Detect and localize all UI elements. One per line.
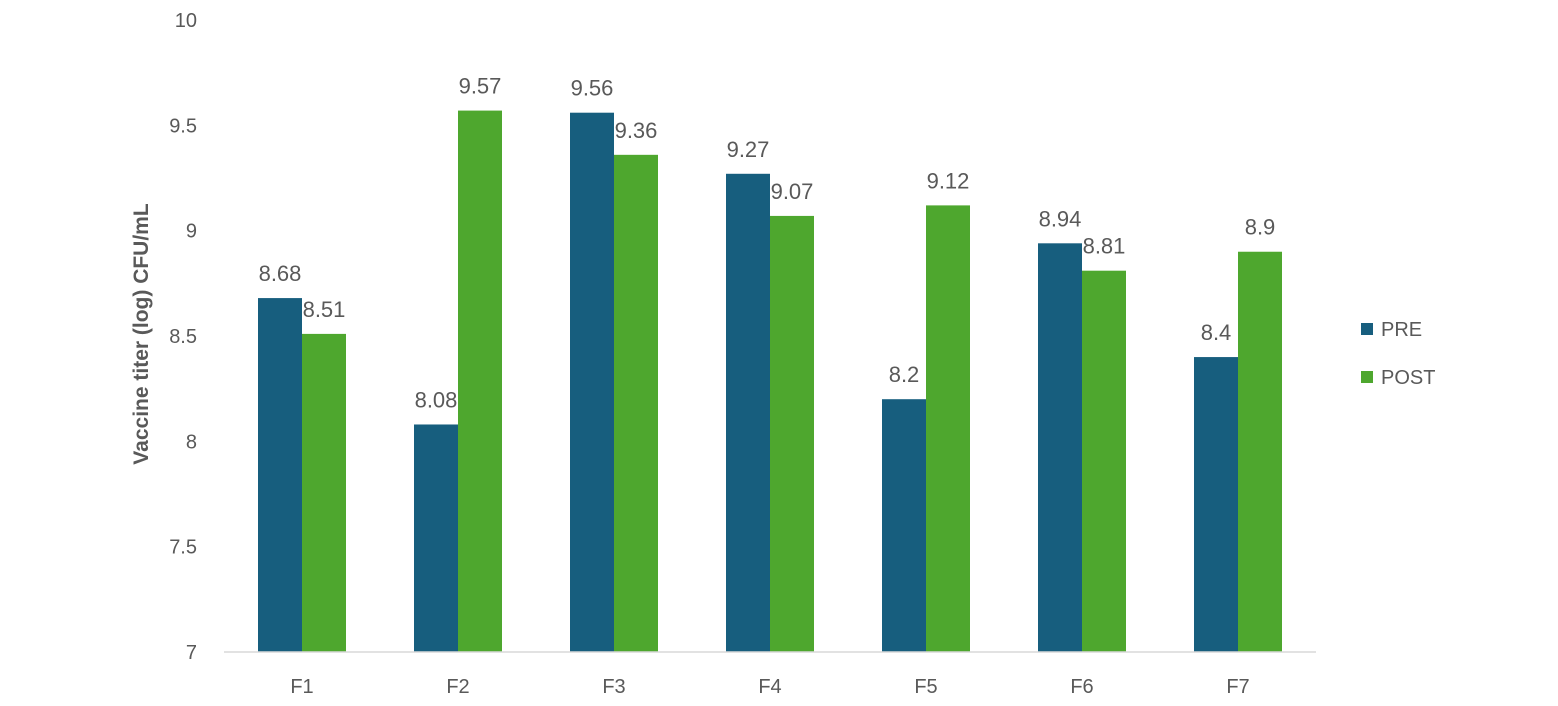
bar-post-f3 (614, 154, 658, 652)
x-tick-label: F7 (1226, 676, 1249, 698)
legend-label: POST (1381, 367, 1435, 389)
bar-post-f2 (458, 110, 502, 652)
bar-pre-f6 (1038, 243, 1082, 652)
x-tick-label: F4 (758, 676, 781, 698)
data-label: 9.57 (459, 74, 502, 99)
bar-post-f5 (926, 205, 970, 653)
y-axis-ticks: 7 7.5 8 8.5 9 9.5 10 (169, 10, 197, 664)
x-tick-label: F2 (446, 676, 469, 698)
data-label: 8.9 (1245, 215, 1276, 240)
y-tick-label: 10 (175, 10, 197, 32)
data-label: 9.27 (727, 137, 770, 162)
bars: 8.688.51 8.08 9.57 9.569.36 9.279.07 8.2 9.12 8… (258, 74, 1282, 653)
data-label: 9.07 (771, 179, 814, 204)
y-axis-label: Vaccine titer (log) CFU/mL (130, 203, 153, 465)
data-label: 8.81 (1083, 234, 1126, 259)
bar-post-f4 (770, 215, 814, 653)
bar-post-f6 (1082, 270, 1126, 652)
x-axis-ticks: F1 F2 F3 F4 F5 F6 F7 (290, 676, 1249, 698)
bar-pre-f1 (258, 298, 302, 652)
x-tick-label: F6 (1070, 676, 1093, 698)
data-label: 9.12 (927, 168, 970, 193)
data-label: 9.36 (615, 118, 658, 143)
bar-pre-f2 (414, 424, 458, 652)
bar-pre-f7 (1194, 357, 1238, 652)
bar-post-f7 (1238, 251, 1282, 652)
data-label: 9.56 (571, 76, 614, 101)
y-tick-label: 8 (186, 431, 197, 453)
data-label: 8.08 (415, 387, 458, 412)
legend: PRE POST (1361, 319, 1435, 389)
x-tick-label: F1 (290, 676, 313, 698)
data-label: 8.51 (303, 297, 346, 322)
bar-pre-f5 (882, 399, 926, 652)
data-label: 8.4 (1201, 320, 1232, 345)
y-tick-label: 8.5 (169, 326, 197, 348)
y-tick-label: 7.5 (169, 537, 197, 559)
y-tick-label: 9.5 (169, 115, 197, 137)
y-tick-label: 7 (186, 642, 197, 664)
legend-swatch-post (1361, 371, 1373, 383)
bar-post-f1 (302, 333, 346, 652)
bar-pre-f4 (726, 173, 770, 652)
data-label: 8.2 (889, 362, 920, 387)
data-label: 8.68 (259, 261, 302, 286)
data-label: 8.94 (1039, 206, 1082, 231)
y-tick-label: 9 (186, 221, 197, 243)
x-tick-label: F5 (914, 676, 937, 698)
legend-label: PRE (1381, 319, 1422, 341)
x-tick-label: F3 (602, 676, 625, 698)
bar-pre-f3 (570, 112, 614, 652)
legend-swatch-pre (1361, 323, 1373, 335)
